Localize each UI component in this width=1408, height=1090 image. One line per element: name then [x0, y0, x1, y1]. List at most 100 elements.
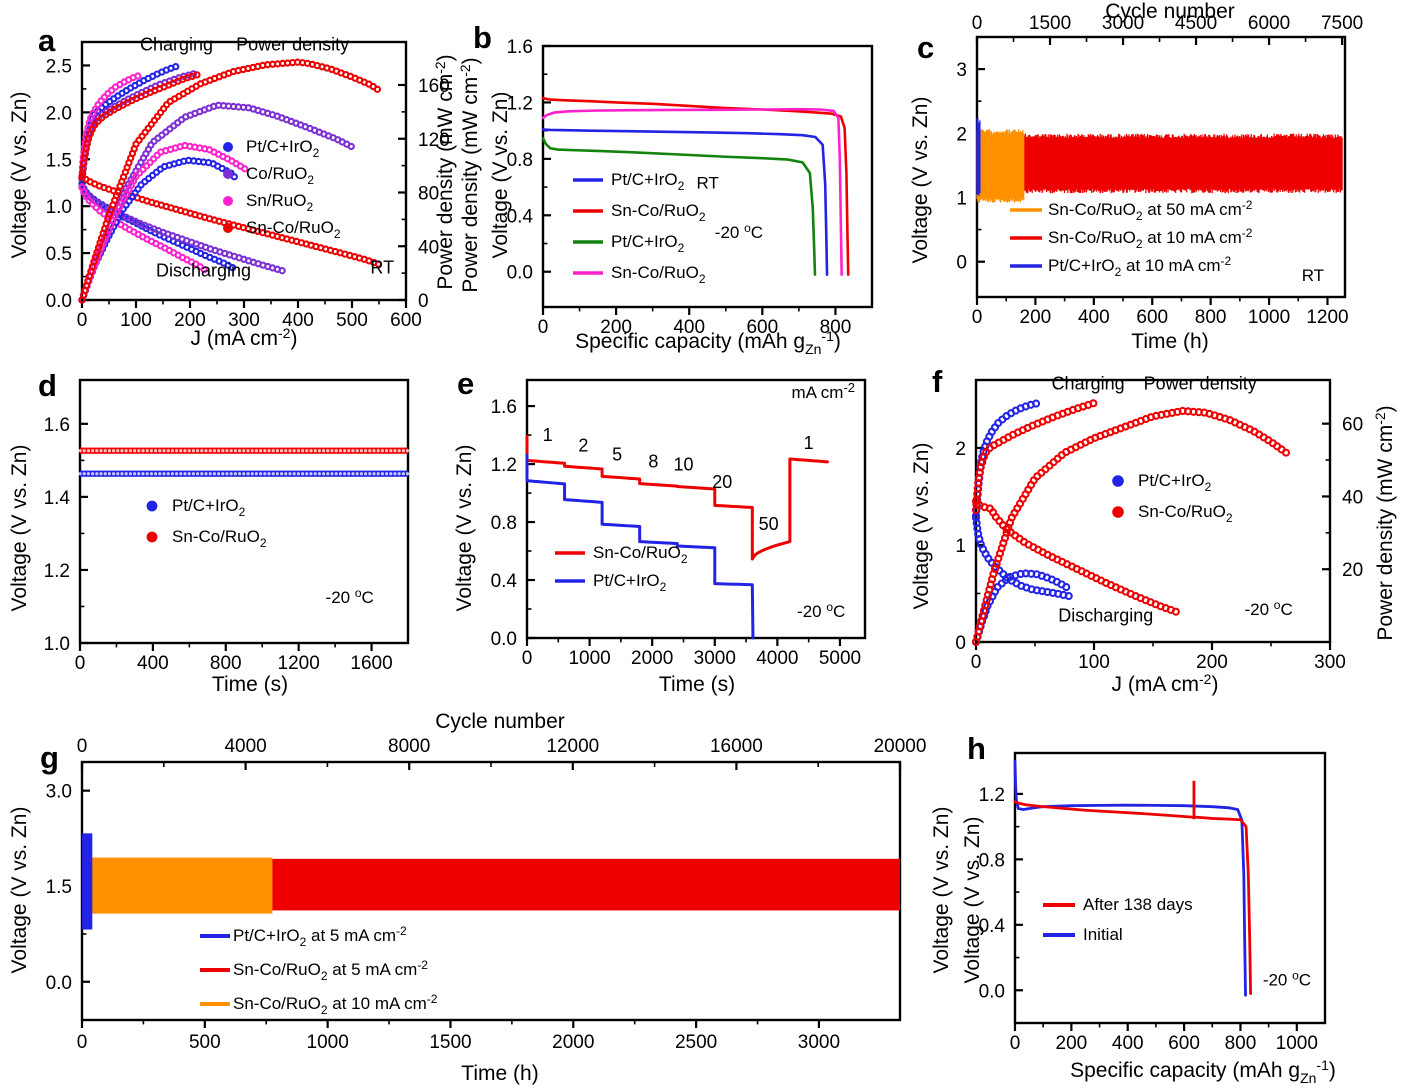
- panel-a: a Voltage (V vs. Zn) Power density (mW c…: [0, 0, 470, 360]
- band-sn-co-ruo2-at-10-ma-cm-2: [82, 857, 273, 914]
- svg-text:Power density (mW cm-2): Power density (mW cm-2): [432, 54, 457, 289]
- legend-entry[interactable]: Pt/C+IrO2 at 10 mA cm-2: [1010, 254, 1231, 279]
- panel-d-ylabel: Voltage (V vs. Zn): [8, 445, 31, 612]
- panel-c-xlabel: Time (h): [1131, 330, 1208, 353]
- x-tick-label: 200: [1056, 1033, 1088, 1054]
- panel-d-xlabel: Time (s): [212, 673, 288, 696]
- rate-annotation: 50: [759, 514, 779, 534]
- band-trace: [976, 129, 1025, 203]
- rate-annotation: 2: [578, 436, 588, 456]
- plot-frame: [1013, 751, 1327, 1025]
- panel-h: h Voltage (V vs. Zn) Specific capacity (…: [955, 725, 1408, 1090]
- legend-entry[interactable]: Sn-Co/RuO2: [1112, 502, 1233, 525]
- x-tick-label: 2500: [675, 1032, 717, 1053]
- annotation-charging: Charging: [1052, 374, 1125, 394]
- rate-annotation: 1: [804, 433, 814, 453]
- legend-entry[interactable]: Sn-Co/RuO2: [146, 527, 267, 550]
- band-trace: [976, 118, 981, 196]
- legend-marker-icon: [223, 196, 234, 207]
- legend-label: Co/RuO2: [246, 164, 314, 187]
- legend-label: Sn-Co/RuO2 at 50 mA cm-2: [1048, 198, 1253, 223]
- top-x-tick-label: 0: [972, 13, 983, 34]
- series-sn-co-ruo2-power: [78, 58, 382, 304]
- band-sn-co-ruo2-at-50-ma-cm-2: [976, 129, 1025, 203]
- panel-a-ylabel: Voltage (V vs. Zn): [8, 92, 31, 259]
- panel-e-xlabel: Time (s): [659, 673, 735, 696]
- panel-b-ylabel: Voltage (V vs. Zn): [489, 92, 512, 259]
- legend-entry[interactable]: Sn-Co/RuO2 at 10 mA cm-2: [200, 992, 438, 1017]
- legend-entry[interactable]: Pt/C+IrO2: [555, 571, 667, 594]
- panel-h-ylabel: Voltage (V vs. Zn): [961, 817, 984, 984]
- top-x-tick-label: 8000: [388, 736, 430, 757]
- annotation-power-density: Power density: [236, 34, 349, 54]
- x-tick-label: 0: [971, 652, 982, 673]
- y-tick-label: 0: [955, 633, 966, 654]
- x-tick-label: 300: [228, 310, 260, 331]
- legend-entry[interactable]: Sn-Co/RuO2 at 50 mA cm-2: [1010, 198, 1253, 223]
- x-tick-label: 1200: [1306, 307, 1348, 328]
- legend-label: Pt/C+IrO2: [593, 571, 667, 594]
- legend-marker-icon: [223, 169, 234, 180]
- panel-f-letter: f: [932, 364, 943, 399]
- legend-entry[interactable]: Pt/C+IrO2: [223, 137, 320, 160]
- band-fill: [272, 858, 900, 911]
- series-sn-co-ruo2-rate: [525, 435, 829, 561]
- x-tick-label: 800: [1225, 1033, 1257, 1054]
- panel-c: c Cycle number Voltage (V vs. Zn) Time (…: [905, 0, 1408, 360]
- legend-entry[interactable]: Co/RuO2: [223, 164, 315, 187]
- panel-e-plot: Voltage (V vs. Zn) Time (s) 0 1000 2000 300…: [453, 378, 867, 696]
- y-tick-label: 0.4: [979, 916, 1006, 937]
- panel-a-y2label: Power density (mW cm-2): [432, 54, 457, 289]
- x-tick-label: 0: [972, 307, 983, 328]
- legend-entry[interactable]: Pt/C+IrO2: [573, 232, 685, 255]
- y-tick-label: 2.0: [46, 103, 72, 124]
- legend-entry[interactable]: Sn-Co/RuO2: [573, 263, 706, 286]
- top-x-tick-label: 1500: [1029, 13, 1071, 34]
- band-pt-c-iro2-at-10-ma-cm-2: [976, 118, 981, 196]
- y-tick-label: 1.5: [46, 877, 72, 898]
- x-tick-label: 600: [1136, 307, 1168, 328]
- legend-entry[interactable]: Sn-Co/RuO2: [555, 543, 688, 566]
- panel-g-letter: g: [40, 740, 59, 775]
- y-tick-label: 1.2: [979, 785, 1005, 806]
- legend-entry[interactable]: Initial: [1043, 925, 1123, 944]
- legend-entry[interactable]: Pt/C+IrO2 at 5 mA cm-2: [200, 924, 407, 949]
- x-tick-label: 0: [77, 1032, 88, 1053]
- panel-g-ylabel: Voltage (V vs. Zn): [8, 807, 31, 974]
- top-x-tick-label: 7500: [1321, 13, 1363, 34]
- x-tick-label: 5000: [819, 648, 861, 669]
- legend-label: Pt/C+IrO2: [172, 496, 246, 519]
- y-tick-label: 1.6: [44, 415, 70, 436]
- y-tick-label: 0.0: [46, 973, 72, 994]
- band-trace: [976, 133, 1343, 194]
- y-tick-label: 1.2: [491, 455, 517, 476]
- top-x-tick-label: 3000: [1102, 13, 1144, 34]
- unit-note: mA cm-2: [791, 380, 855, 402]
- legend-label: Sn-Co/RuO2 at 5 mA cm-2: [233, 958, 428, 983]
- rate-annotation: 8: [648, 452, 658, 472]
- legend-entry[interactable]: Sn-Co/RuO2 at 5 mA cm-2: [200, 958, 428, 983]
- panel-a-letter: a: [38, 23, 56, 58]
- legend-entry[interactable]: Pt/C+IrO2: [146, 496, 246, 519]
- band-sn-co-ruo2: [78, 447, 410, 454]
- legend-entry[interactable]: Sn-Co/RuO2: [223, 218, 341, 241]
- panel-d: d Voltage (V vs. Zn) Time (s) 0 400 800 120…: [0, 358, 455, 703]
- rate-annotation: 1: [543, 425, 553, 445]
- top-x-tick-label: 0: [77, 736, 88, 757]
- legend-entry[interactable]: Sn-Co/RuO2 at 10 mA cm-2: [1010, 226, 1253, 251]
- series-sn-co-ruo2-charging: [78, 71, 201, 182]
- legend-entry[interactable]: Pt/C+IrO2: [573, 170, 685, 193]
- legend-entry[interactable]: Pt/C+IrO2: [1112, 471, 1212, 494]
- svg-text:Power density (mW cm-2): Power density (mW cm-2): [1372, 405, 1397, 640]
- panel-b-letter: b: [473, 20, 492, 55]
- x-tick-label: 1500: [429, 1032, 471, 1053]
- x-tick-label: 4000: [756, 648, 798, 669]
- legend-entry[interactable]: Sn/RuO2: [223, 191, 314, 214]
- legend-entry[interactable]: After 138 days: [1043, 895, 1193, 914]
- panel-b-plot: Power density (mW cm-2) Voltage (V vs. Z…: [457, 37, 874, 357]
- x-tick-label: 3000: [798, 1032, 840, 1053]
- y-tick-label: 20: [1342, 560, 1363, 581]
- legend-entry[interactable]: Sn-Co/RuO2: [573, 201, 706, 224]
- top-x-tick-label: 4000: [224, 736, 266, 757]
- panel-f-ylabel: Voltage (V vs. Zn): [910, 443, 933, 610]
